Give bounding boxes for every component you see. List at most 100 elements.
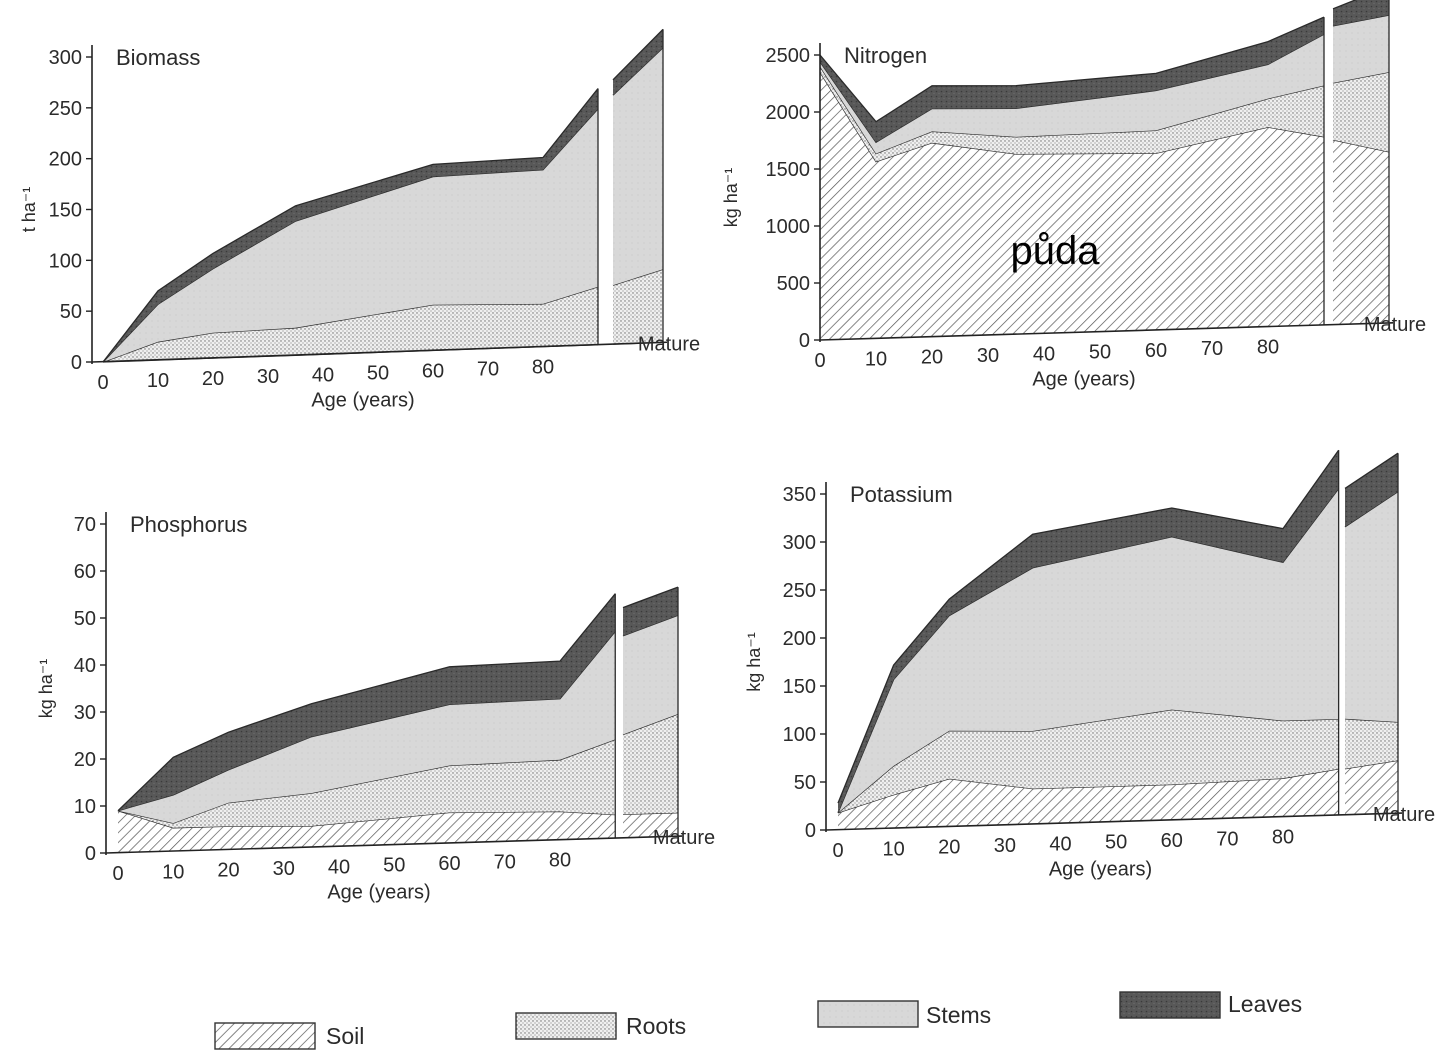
phosphorus-leaves-area-1 <box>623 587 678 636</box>
nitrogen-x-tick-label: 50 <box>1089 342 1111 364</box>
legend: Soil Roots Stems Leaves <box>214 991 1302 1050</box>
legend-item-leaves: Leaves <box>1119 991 1302 1019</box>
phosphorus-leaves-edge-1 <box>622 586 679 609</box>
biomass-x-tick-label: 10 <box>147 370 169 392</box>
legend-label-soil: Soil <box>326 1023 364 1049</box>
nitrogen-x-tick-label: 70 <box>1201 338 1223 360</box>
biomass-y-tick-label: 0 <box>71 352 82 374</box>
phosphorus-x-mature-label: Mature <box>653 827 715 849</box>
nitrogen-roots-area-0 <box>820 66 1324 162</box>
biomass-x-mature-label: Mature <box>638 333 700 355</box>
legend-label-roots: Roots <box>626 1013 686 1039</box>
nitrogen-y-tick-label: 2500 <box>766 45 811 67</box>
biomass-x-tick-label: 50 <box>367 362 389 384</box>
biomass-y-tick-label: 50 <box>60 301 82 323</box>
biomass-stems-area-1 <box>613 47 663 286</box>
potassium-leaves-area-0 <box>838 450 1339 813</box>
potassium-y-tick-label: 0 <box>805 820 816 842</box>
biomass-leaves-area-1 <box>613 29 663 96</box>
phosphorus-soil-area-0 <box>118 810 616 853</box>
biomass-x-tick-label: 70 <box>477 359 499 381</box>
nitrogen-leaves-area-1 <box>1333 0 1389 26</box>
nitrogen-y-tick-label: 0 <box>799 330 810 352</box>
nitrogen-x-tick-label: 10 <box>865 348 887 370</box>
phosphorus-leaves-edge-0 <box>117 593 616 812</box>
phosphorus-panel: 0 10 20 30 40 50 60 70 0 10 20 30 40 50 60 70 80 Mature Ag… <box>36 512 715 903</box>
phosphorus-y-tick-label: 20 <box>74 749 96 771</box>
potassium-title: Potassium <box>850 482 953 507</box>
legend-label-leaves: Leaves <box>1228 991 1302 1017</box>
legend-swatch-stems <box>817 1000 919 1028</box>
biomass-roots-area-0 <box>103 286 598 362</box>
phosphorus-y-tick-label: 50 <box>74 608 96 630</box>
legend-item-stems: Stems <box>817 1000 991 1028</box>
phosphorus-x-tick-label: 20 <box>217 860 239 882</box>
biomass-roots-area-1 <box>613 269 663 345</box>
biomass-panel: 0 50 100 150 200 250 300 0 10 20 30 40 50 60 70 80 Matur… <box>19 28 700 411</box>
biomass-leaves-edge-1 <box>612 28 664 81</box>
potassium-panel: 0 50 100 150 200 250 300 350 0 10 20 30 40 50 60 70 80 Ma… <box>744 449 1435 880</box>
nitrogen-y-tick-label: 1500 <box>766 159 811 181</box>
overlay-label: půda <box>1011 229 1101 273</box>
potassium-x-axis <box>825 812 1403 831</box>
legend-swatch-roots <box>515 1012 617 1040</box>
biomass-y-tick-label: 150 <box>49 200 82 222</box>
biomass-stems-area-0 <box>103 108 598 362</box>
potassium-x-tick-label: 70 <box>1216 828 1238 850</box>
biomass-y-tick-label: 200 <box>49 149 82 171</box>
biomass-x-tick-label: 40 <box>312 364 334 386</box>
potassium-soil-area-1 <box>1345 760 1398 815</box>
phosphorus-roots-area-0 <box>118 739 616 828</box>
nitrogen-x-tick-label: 20 <box>921 347 943 369</box>
potassium-leaves-edge-0 <box>837 449 1340 804</box>
biomass-x-axis-label: Age (years) <box>311 389 414 411</box>
phosphorus-x-tick-label: 30 <box>273 858 295 880</box>
nitrogen-x-tick-label: 80 <box>1257 337 1279 359</box>
phosphorus-x-tick-label: 50 <box>383 855 405 877</box>
phosphorus-x-tick-label: 40 <box>328 856 350 878</box>
biomass-leaves-edge-0 <box>102 88 599 363</box>
biomass-x-tick-label: 20 <box>202 368 224 390</box>
phosphorus-x-tick-label: 70 <box>494 851 516 873</box>
nitrogen-leaves-edge-0 <box>819 16 1325 123</box>
biomass-y-tick-label: 300 <box>49 47 82 69</box>
nitrogen-y-tick-label: 1000 <box>766 216 811 238</box>
biomass-y-tick-label: 100 <box>49 250 82 272</box>
potassium-x-tick-label: 10 <box>883 838 905 860</box>
potassium-x-tick-label: 40 <box>1049 833 1071 855</box>
nitrogen-x-tick-label: 30 <box>977 345 999 367</box>
phosphorus-soil-area-1 <box>623 812 678 838</box>
phosphorus-title: Phosphorus <box>130 512 247 537</box>
nitrogen-x-tick-label: 0 <box>814 350 825 372</box>
potassium-y-tick-label: 200 <box>783 628 816 650</box>
nitrogen-x-tick-label: 40 <box>1033 343 1055 365</box>
biomass-title: Biomass <box>116 45 200 70</box>
potassium-x-tick-label: 20 <box>938 837 960 859</box>
nitrogen-x-axis <box>819 322 1394 341</box>
biomass-x-tick-label: 60 <box>422 360 444 382</box>
nitrogen-leaves-area-0 <box>820 17 1324 143</box>
potassium-x-tick-label: 60 <box>1161 830 1183 852</box>
potassium-leaves-area-1 <box>1345 453 1398 527</box>
phosphorus-y-tick-label: 60 <box>74 561 96 583</box>
potassium-x-axis-label: Age (years) <box>1049 858 1152 880</box>
legend-item-soil: Soil <box>214 1022 364 1050</box>
potassium-soil-area-0 <box>838 768 1339 830</box>
nitrogen-soil-area-1 <box>1333 139 1389 325</box>
potassium-x-tick-label: 80 <box>1272 827 1294 849</box>
potassium-x-tick-label: 0 <box>832 840 843 862</box>
phosphorus-x-axis-label: Age (years) <box>327 881 430 903</box>
legend-label-stems: Stems <box>926 1002 991 1028</box>
phosphorus-stems-area-1 <box>623 615 678 735</box>
nitrogen-panel: 0 500 1000 1500 2000 2500 0 10 20 30 40 50 60 70 80 Mat… <box>721 0 1426 390</box>
legend-swatch-soil <box>214 1022 316 1050</box>
potassium-stems-area-1 <box>1345 491 1398 722</box>
phosphorus-stems-area-0 <box>118 631 616 824</box>
phosphorus-x-tick-label: 60 <box>438 853 460 875</box>
phosphorus-y-tick-label: 70 <box>74 514 96 536</box>
phosphorus-x-tick-label: 0 <box>112 863 123 885</box>
biomass-x-tick-label: 80 <box>532 357 554 379</box>
nitrogen-x-mature-label: Mature <box>1364 314 1426 336</box>
nitrogen-title: Nitrogen <box>844 43 927 68</box>
